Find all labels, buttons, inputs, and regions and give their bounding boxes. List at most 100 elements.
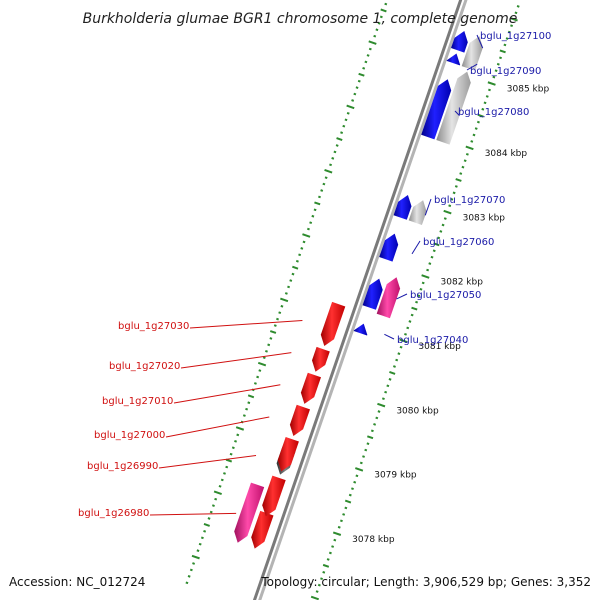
right-tick: [459, 172, 463, 175]
right-tick: [441, 223, 445, 227]
right-tick: [476, 120, 480, 124]
left-tick: [335, 144, 339, 147]
right-tick: [389, 371, 396, 375]
right-tick: [499, 56, 502, 60]
right-tick: [499, 49, 506, 54]
left-tick: [324, 176, 328, 179]
left-tick: [320, 189, 324, 192]
forward-gene-10: [461, 36, 483, 71]
forward-gene-label: bglu_1g27080: [458, 107, 529, 118]
left-tick: [214, 497, 218, 501]
left-tick: [384, 2, 388, 6]
left-tick: [234, 439, 237, 443]
gene-labels: bglu_1g27040bglu_1g27050bglu_1g27060bglu…: [78, 31, 551, 519]
left-tick: [198, 542, 202, 546]
reverse-gene-label: bglu_1g27000: [94, 430, 165, 441]
left-tick: [346, 112, 350, 115]
scale-label: 3080 kbp: [396, 406, 439, 416]
right-tick: [395, 358, 399, 362]
right-tick: [461, 165, 465, 169]
reverse-gene-label: bglu_1g27010: [102, 396, 173, 407]
right-tick: [503, 43, 507, 47]
right-tick: [386, 384, 390, 388]
left-tick: [311, 214, 315, 218]
forward-label-leader: [476, 34, 484, 49]
left-tick: [353, 92, 357, 96]
right-tick: [454, 185, 458, 188]
forward-gene-label: bglu_1g27070: [434, 195, 505, 206]
left-tick: [358, 72, 365, 77]
right-tick: [333, 538, 337, 542]
right-tick: [408, 320, 412, 323]
left-tick: [344, 118, 348, 122]
left-tick: [342, 124, 346, 128]
right-tick: [465, 152, 469, 156]
right-tick: [344, 506, 348, 510]
left-tick: [379, 15, 383, 19]
left-tick: [276, 317, 279, 321]
right-tick: [342, 513, 346, 516]
left-tick: [280, 304, 284, 308]
right-tick: [488, 88, 491, 92]
right-tick: [496, 62, 500, 66]
left-tick: [187, 575, 191, 578]
topology-label: Topology: circular; Length: 3,906,529 bp…: [260, 575, 591, 589]
right-tick: [348, 493, 352, 497]
right-tick: [362, 455, 365, 458]
forward-gene-label: bglu_1g27050: [410, 290, 481, 301]
left-tick: [377, 21, 381, 25]
left-tick: [242, 414, 246, 417]
right-tick: [399, 345, 403, 349]
backbone-strand: [252, 0, 463, 600]
left-tick: [211, 504, 215, 507]
forward-label-leader: [424, 198, 432, 216]
right-tick: [328, 551, 332, 555]
left-tick: [336, 137, 343, 141]
right-tick: [310, 595, 320, 600]
left-tick: [203, 522, 210, 527]
left-tick: [278, 311, 282, 315]
left-tick: [284, 292, 288, 295]
left-tick: [322, 182, 326, 186]
backbone-strand: [258, 0, 468, 600]
left-tick: [189, 568, 193, 572]
left-tick: [236, 433, 240, 437]
accession-label: Accession: NC_012724: [9, 575, 145, 589]
scale-label: 3083 kbp: [463, 213, 506, 223]
left-tick: [314, 201, 321, 206]
left-tick: [295, 259, 299, 263]
right-tick: [474, 127, 478, 130]
left-tick: [256, 375, 260, 379]
reverse-label-leader: [173, 384, 281, 404]
left-tick: [280, 297, 289, 303]
left-tick: [231, 446, 235, 450]
left-tick: [269, 330, 277, 334]
left-tick: [346, 104, 355, 110]
left-tick: [185, 581, 189, 585]
right-tick: [332, 531, 342, 536]
reverse-label-leader: [189, 319, 303, 329]
left-tick: [329, 163, 332, 167]
left-tick: [245, 407, 249, 411]
forward-gene-label: bglu_1g27100: [480, 31, 551, 42]
left-tick: [262, 356, 266, 360]
reverse-gene-label: bglu_1g26990: [87, 461, 158, 472]
scale-label: 3082 kbp: [441, 278, 484, 288]
right-tick: [433, 242, 440, 247]
left-tick: [287, 285, 291, 289]
map-title: Burkholderia glumae BGR1 chromosome 1, c…: [83, 11, 518, 27]
left-tick: [247, 394, 255, 399]
left-tick: [292, 265, 299, 270]
left-tick: [273, 324, 277, 327]
right-tick: [505, 37, 509, 40]
right-tick: [406, 326, 410, 330]
right-tick: [426, 268, 430, 272]
left-tick: [324, 168, 333, 174]
left-tick: [267, 343, 271, 347]
scale-ticks: 3078 kbp 3079 kbp 3080 kbp 3081 kbp 3082 kbp…: [185, 2, 549, 600]
right-tick: [421, 274, 430, 279]
right-tick: [477, 113, 484, 118]
left-tick: [375, 28, 379, 32]
forward-label-leader: [466, 63, 478, 71]
right-tick: [432, 249, 436, 253]
